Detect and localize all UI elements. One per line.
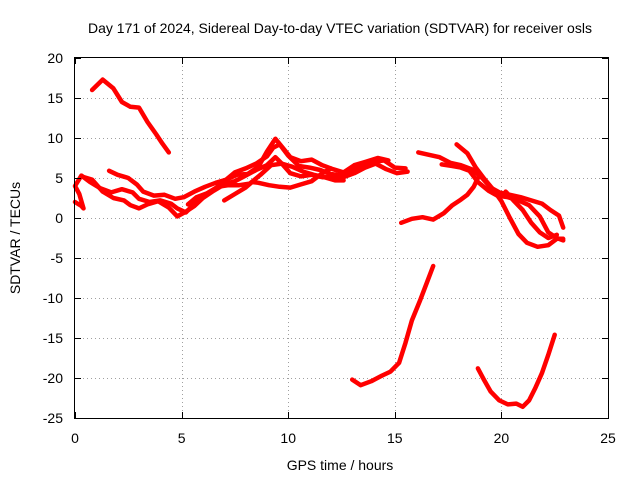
y-tick-label: 10 [47,130,63,146]
y-tick-label: -5 [51,250,64,266]
chart-title: Day 171 of 2024, Sidereal Day-to-day VTE… [88,20,592,36]
series-arc-i [454,142,566,250]
axis-ticks [75,58,609,419]
series-arc-l [349,263,436,388]
x-tick-labels: 0 5 10 15 20 25 [71,430,616,446]
series-arc-h [439,162,566,243]
x-axis-label: GPS time / hours [287,457,394,473]
y-tick-label: -10 [43,290,63,306]
x-tick-label: 20 [494,430,510,446]
y-tick-label: -20 [43,370,63,386]
y-tick-labels: -25 -20 -15 -10 -5 0 5 10 15 20 [43,50,63,426]
series-arc-c [79,154,410,219]
y-tick-label: -25 [43,410,63,426]
series-arc-m [475,332,557,410]
series-arc-k [398,175,481,226]
series-arc-j [503,189,560,241]
x-tick-label: 25 [600,430,616,446]
plot-frame [74,57,609,419]
y-tick-label: 15 [47,90,63,106]
y-axis-label: SDTVAR / TECUs [7,182,23,294]
grid-lines [75,58,608,418]
x-tick-label: 10 [280,430,296,446]
x-tick-label: 15 [387,430,403,446]
y-tick-label: 0 [55,210,63,226]
series-arc-f [221,166,334,203]
data-series [72,77,566,410]
series-arc-d [106,136,391,202]
y-tick-label: 5 [55,170,63,186]
x-tick-label: 0 [71,430,79,446]
x-tick-label: 5 [178,430,186,446]
y-tick-label: 20 [47,50,63,66]
series-arc-a [89,77,172,155]
y-tick-label: -15 [43,330,63,346]
